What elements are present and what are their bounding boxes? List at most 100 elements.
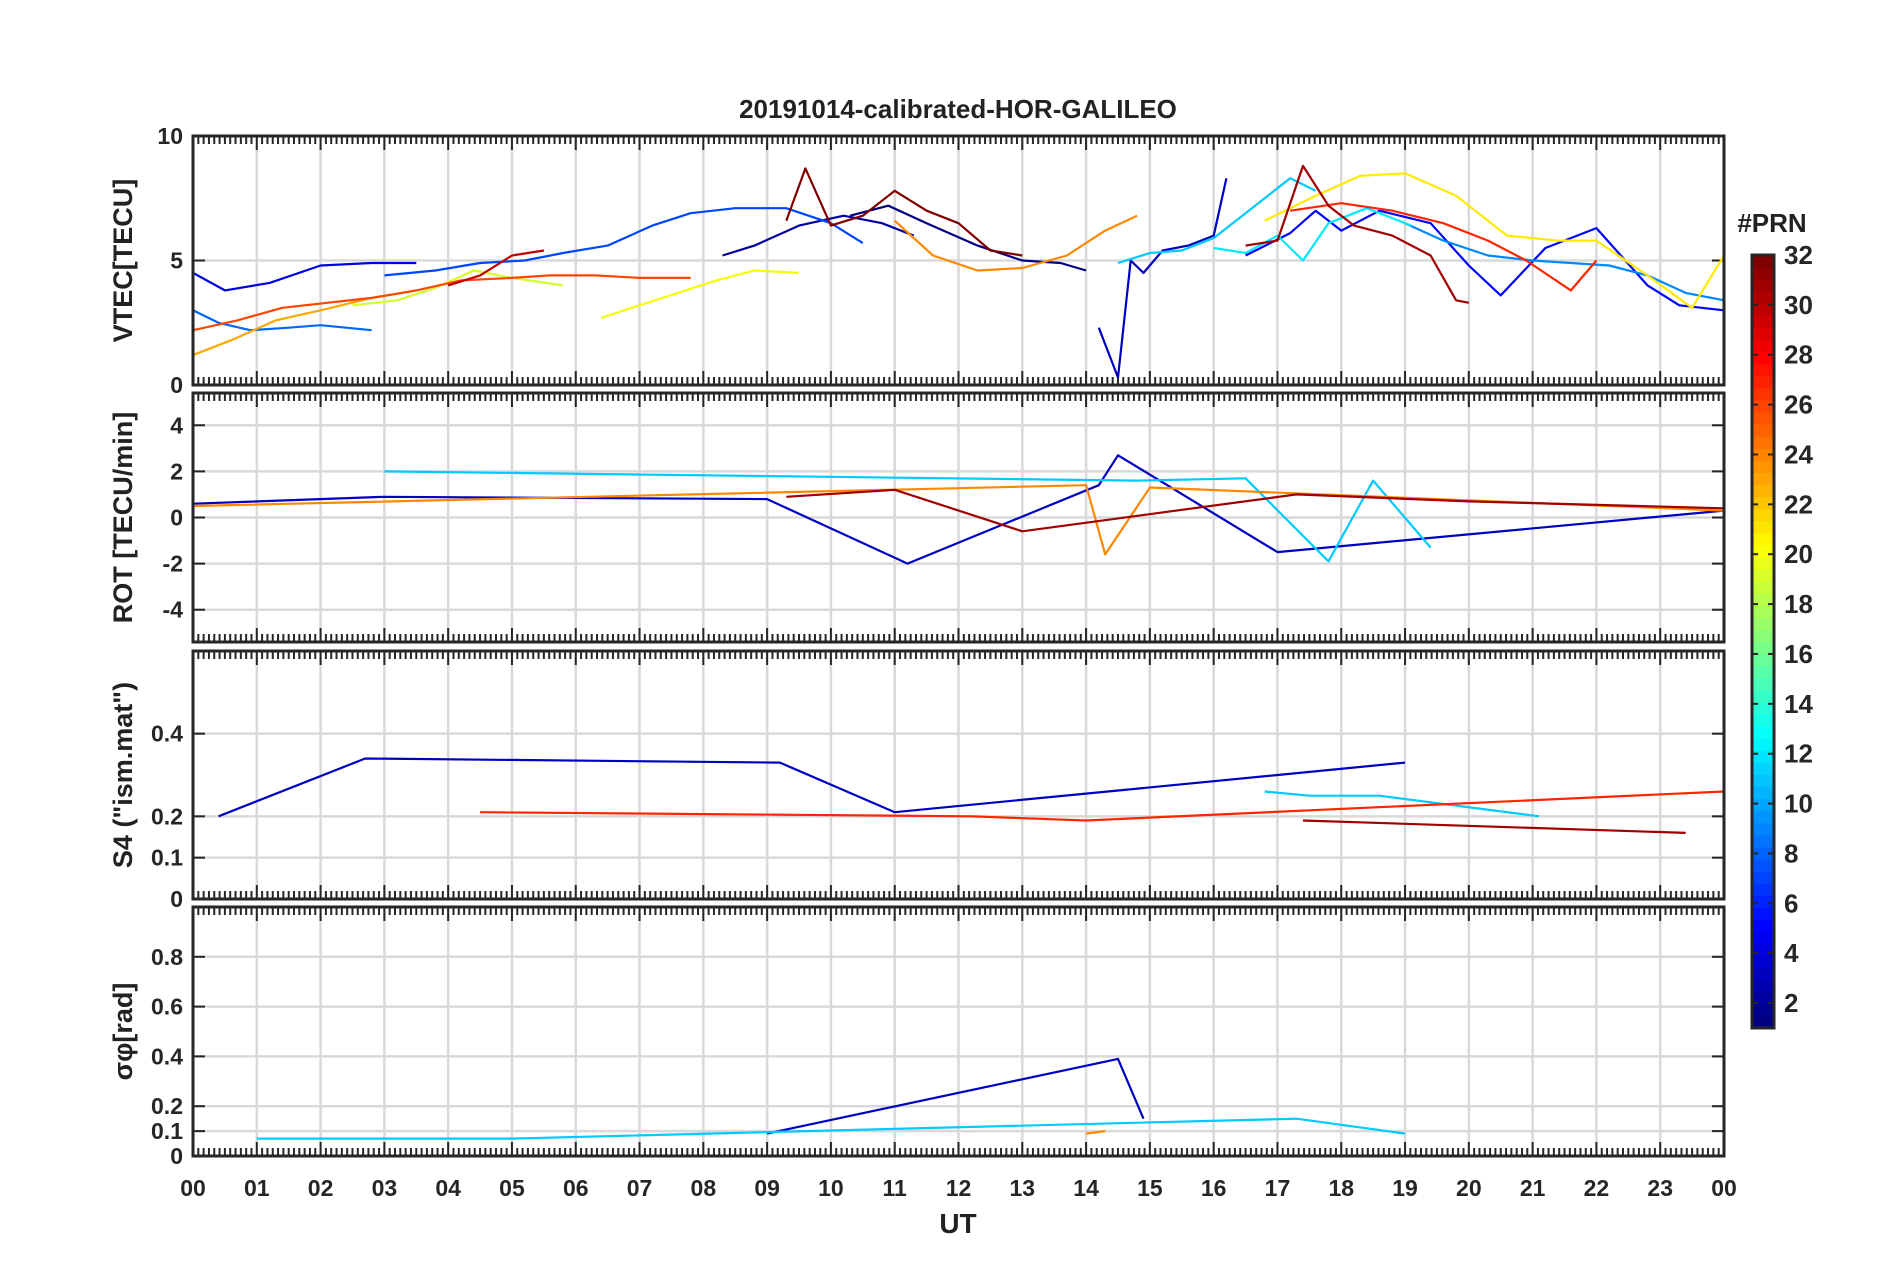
colorbar-segment: [1752, 726, 1774, 739]
x-tick-label: 12: [946, 1175, 972, 1201]
colorbar-segment: [1752, 1015, 1774, 1029]
series-group: [218, 757, 1724, 834]
colorbar-segment: [1752, 520, 1774, 534]
colorbar-segment: [1752, 255, 1774, 268]
colorbar-segment: [1752, 412, 1774, 425]
series-line-prn-24: [1085, 1130, 1106, 1135]
colorbar-segment: [1752, 931, 1774, 945]
colorbar-segment: [1752, 713, 1774, 727]
colorbar-segment: [1752, 822, 1774, 836]
series-line-prn-21: [1264, 172, 1724, 309]
colorbar-frame: [1750, 253, 1776, 1030]
series-line-prn-3: [1097, 178, 1228, 379]
series-line-prn-9: [1404, 222, 1724, 302]
colorbar-segment: [1752, 448, 1774, 461]
x-tick-label: 00: [1711, 1175, 1737, 1201]
series-line-prn-11: [1117, 177, 1317, 265]
y-axis-label: σφ[rad]: [108, 983, 138, 1081]
x-tick-label: 00: [180, 1175, 206, 1201]
colorbar-segment: [1752, 677, 1774, 691]
colorbar-segment: [1752, 689, 1774, 703]
series-line-prn-3: [218, 757, 1406, 818]
series-line-prn-4: [193, 261, 417, 292]
colorbar-segment: [1752, 375, 1774, 389]
colorbar-segment: [1752, 774, 1774, 788]
colorbar-segment: [1752, 907, 1774, 920]
colorbar-segment: [1752, 786, 1774, 800]
colorbar-segment: [1752, 569, 1774, 582]
series-line-prn-31: [1302, 819, 1686, 834]
panel-rot: -4 -2 0 2 4 ROT [TECU/min]: [108, 391, 1726, 644]
series-line-prn-5: [1245, 209, 1724, 312]
y-tick-label: -4: [163, 597, 184, 623]
y-tick-label: 0.8: [151, 944, 183, 970]
y-axis-label: ROT [TECU/min]: [108, 412, 138, 623]
panel-s4: 0 0.1 0.2 0.4 S4 ("ism.mat"): [108, 649, 1726, 912]
colorbar-segment: [1752, 544, 1774, 558]
colorbar-segment: [1752, 472, 1774, 486]
series-line-prn-31: [1245, 164, 1470, 304]
x-tick-label: 13: [1009, 1175, 1035, 1201]
colorbar-segment: [1752, 967, 1774, 981]
x-tick-label: 21: [1520, 1175, 1546, 1201]
colorbar-segment: [1752, 327, 1774, 341]
panel-vtec: 0 5 10 VTEC[TECU]: [108, 123, 1726, 398]
x-tick-label: 04: [435, 1175, 461, 1201]
colorbar-segment: [1752, 532, 1774, 546]
colorbar-segment: [1752, 919, 1774, 932]
series-group: [256, 1057, 1406, 1140]
colorbar-segment: [1752, 858, 1774, 872]
x-tick-label: 08: [691, 1175, 717, 1201]
x-tick-labels: 00 01 02 03 04 05 06 07 08 09 10 11 12 13 14 15 16 17 18 19…: [180, 1175, 1737, 1201]
series-line-prn-24: [893, 214, 1138, 272]
x-tick-label: 06: [563, 1175, 589, 1201]
colorbar-segment: [1752, 701, 1774, 715]
series-line-prn-32: [785, 167, 1023, 257]
series-line-prn-7: [384, 207, 864, 277]
series-line-prn-8: [193, 309, 372, 332]
colorbar-segment: [1752, 556, 1774, 570]
colorbar-tick-label: 8: [1784, 838, 1798, 868]
colorbar-title: #PRN: [1737, 208, 1806, 238]
colorbar-segment: [1752, 883, 1774, 896]
colorbar-segment: [1752, 399, 1774, 413]
x-tick-label: 20: [1456, 1175, 1482, 1201]
x-tick-label: 17: [1265, 1175, 1291, 1201]
y-tick-label: 5: [170, 248, 183, 274]
colorbar-segment: [1752, 424, 1774, 437]
x-tick-label: 11: [883, 1175, 908, 1201]
colorbar-segment: [1752, 508, 1774, 522]
series-group: [193, 164, 1724, 379]
colorbar-segment: [1752, 460, 1774, 474]
colorbar-segment: [1752, 955, 1774, 969]
colorbar-tick-label: 18: [1784, 589, 1813, 619]
y-tick-label: 0.2: [151, 1093, 183, 1119]
colorbar-segment: [1752, 617, 1774, 631]
panel-frame: [191, 391, 1726, 644]
x-tick-label: 19: [1392, 1175, 1418, 1201]
colorbar-segment: [1752, 496, 1774, 510]
colorbar-segment: [1752, 351, 1774, 365]
colorbar-tick-label: 6: [1784, 888, 1798, 918]
y-tick-label: 0.2: [151, 803, 183, 829]
colorbar-tick-label: 12: [1784, 739, 1813, 769]
colorbar-tick-label: 2: [1784, 988, 1798, 1018]
y-tick-label: 4: [170, 412, 183, 438]
series-line-prn-20: [600, 269, 800, 319]
chart-title: 20191014-calibrated-HOR-GALILEO: [739, 94, 1177, 124]
y-tick-label: 10: [157, 123, 183, 149]
colorbar-segment: [1752, 605, 1774, 618]
colorbar-segment: [1752, 846, 1774, 860]
series-line-prn-30: [447, 249, 545, 287]
y-tick-label: 0: [170, 1143, 183, 1169]
colorbar-segment: [1752, 315, 1774, 329]
colorbar-tick-label: 16: [1784, 639, 1813, 669]
colorbar-segment: [1752, 810, 1774, 824]
y-tick-label: 0: [170, 505, 183, 531]
panel-frame: [191, 905, 1726, 1158]
colorbar-segment: [1752, 870, 1774, 884]
colorbar-tick-label: 22: [1784, 489, 1813, 519]
x-tick-label: 22: [1584, 1175, 1610, 1201]
colorbar-tick-label: 28: [1784, 340, 1813, 370]
